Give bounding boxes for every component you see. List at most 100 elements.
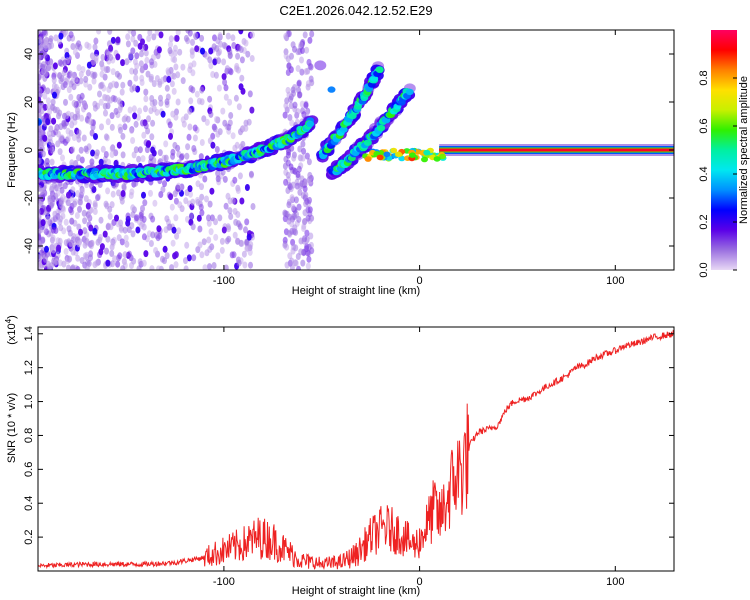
noise-speck xyxy=(92,202,98,210)
noise-speck xyxy=(213,218,218,226)
noise-speck xyxy=(41,61,46,69)
noise-speck xyxy=(165,67,171,75)
branch-trace xyxy=(375,66,384,74)
noise-speck xyxy=(66,264,71,270)
noise-speck xyxy=(208,62,214,70)
noise-speck xyxy=(86,213,92,221)
spectrogram-ticks: -100 0 100 -40 -20 0 20 40 xyxy=(23,30,674,287)
noise-speck xyxy=(282,241,288,249)
noise-speck xyxy=(168,41,173,49)
noise-speck xyxy=(228,112,234,119)
noise-speck xyxy=(108,53,114,61)
noise-speck xyxy=(72,48,78,56)
noise-speck xyxy=(38,157,42,165)
noise-speck xyxy=(100,145,106,153)
spectrogram-heatmap xyxy=(38,30,674,270)
noise-speck xyxy=(149,265,155,270)
noise-speck xyxy=(207,200,213,208)
noise-speck xyxy=(171,87,177,95)
noise-speck xyxy=(102,102,108,110)
colorbar-tick-label: 0.2 xyxy=(698,214,710,229)
noise-speck xyxy=(48,59,54,67)
noise-speck xyxy=(206,214,211,222)
noise-speck xyxy=(223,264,229,270)
noise-speck xyxy=(42,51,48,59)
noise-speck xyxy=(94,259,100,267)
x-tick-label: 100 xyxy=(606,275,624,287)
noise-speck xyxy=(141,131,147,139)
branch-trace xyxy=(339,126,348,133)
x-tick-label: 100 xyxy=(606,576,624,588)
y-tick-label: 1.0 xyxy=(23,394,35,409)
noise-speck xyxy=(137,258,143,266)
noise-speck xyxy=(193,32,199,40)
noise-speck xyxy=(49,194,55,202)
noise-speck xyxy=(164,84,170,92)
noise-speck xyxy=(146,35,152,42)
noise-speck xyxy=(168,35,174,43)
noise-speck xyxy=(306,243,312,251)
noise-speck xyxy=(105,187,111,195)
noise-speck xyxy=(93,54,99,61)
noise-speck xyxy=(45,215,51,223)
noise-speck xyxy=(302,180,308,188)
y-tick-label: 1.4 xyxy=(23,326,35,341)
noise-speck xyxy=(110,239,116,247)
noise-speck xyxy=(232,176,238,184)
noise-speck xyxy=(285,55,291,63)
transition-blob xyxy=(390,147,398,154)
noise-speck xyxy=(120,190,126,197)
noise-speck xyxy=(243,226,248,234)
noise-speck xyxy=(146,140,152,148)
noise-speck xyxy=(102,230,108,238)
noise-speck xyxy=(180,116,186,124)
noise-speck xyxy=(120,81,126,89)
noise-speck xyxy=(133,120,139,128)
noise-speck xyxy=(235,187,241,194)
noise-speck xyxy=(38,36,43,44)
noise-speck xyxy=(127,79,133,87)
y-tick-label: -40 xyxy=(23,238,35,254)
noise-speck xyxy=(236,259,242,267)
noise-speck xyxy=(173,214,179,222)
noise-speck xyxy=(150,231,156,239)
noise-speck xyxy=(236,103,242,111)
noise-speck xyxy=(105,259,111,267)
noise-speck xyxy=(143,49,149,57)
noise-speck xyxy=(307,36,313,44)
noise-speck xyxy=(109,123,115,131)
noise-speck xyxy=(296,165,302,173)
noise-speck xyxy=(201,238,207,246)
noise-speck xyxy=(176,227,182,235)
noise-speck xyxy=(212,58,218,66)
snr-ticks: -100 0 100 0.2 0.4 0.6 0.8 1.0 1.2 1.4 xyxy=(23,326,674,588)
noise-speck xyxy=(133,146,139,154)
noise-speck xyxy=(199,86,205,94)
noise-speck xyxy=(283,178,289,186)
noise-speck xyxy=(117,99,123,106)
noise-speck xyxy=(186,254,192,262)
noise-speck xyxy=(199,34,205,42)
noise-speck xyxy=(168,193,174,201)
noise-speck xyxy=(137,42,143,50)
noise-speck xyxy=(90,58,96,66)
noise-speck xyxy=(90,149,96,157)
noise-speck xyxy=(188,97,194,105)
noise-speck xyxy=(184,152,190,160)
noise-speck xyxy=(109,112,115,120)
noise-speck xyxy=(302,218,307,226)
noise-speck xyxy=(206,236,212,244)
noise-speck xyxy=(52,91,57,99)
noise-speck xyxy=(45,118,51,126)
noise-speck xyxy=(151,80,157,88)
noise-speck xyxy=(72,200,77,208)
noise-speck xyxy=(69,71,75,79)
noise-speck xyxy=(150,215,156,223)
noise-speck xyxy=(109,250,115,257)
noise-speck xyxy=(79,188,85,196)
noise-speck xyxy=(98,98,104,106)
noise-speck xyxy=(215,175,221,183)
noise-speck xyxy=(233,218,239,226)
noise-speck xyxy=(70,186,76,194)
noise-speck xyxy=(177,201,183,209)
